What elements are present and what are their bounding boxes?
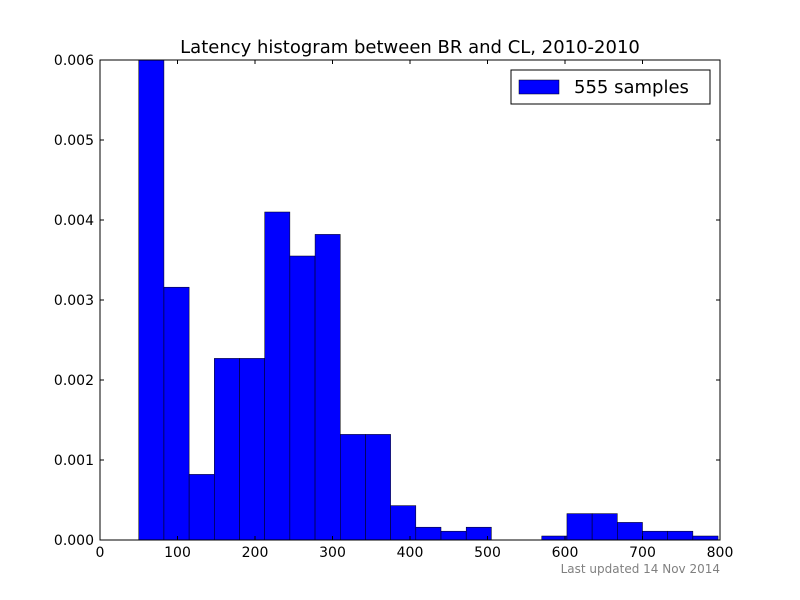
- histogram-bar: [591, 513, 618, 541]
- histogram-bar: [365, 434, 391, 541]
- y-tick-label: 0.006: [54, 53, 94, 69]
- histogram-bar: [314, 234, 341, 541]
- histogram-bar: [541, 535, 568, 541]
- x-tick-label: 800: [707, 545, 734, 561]
- histogram-bar: [264, 211, 291, 541]
- legend: 555 samples: [510, 69, 711, 105]
- y-tick-label: 0.003: [54, 293, 94, 309]
- x-tick-label: 300: [319, 545, 346, 561]
- x-tick-label: 700: [629, 545, 656, 561]
- x-tick-label: 0: [96, 545, 105, 561]
- x-tick-label: 400: [397, 545, 424, 561]
- y-tick-label: 0.002: [54, 373, 94, 389]
- histogram-bar: [642, 530, 668, 541]
- chart-title: Latency histogram between BR and CL, 201…: [180, 37, 640, 58]
- legend-swatch: [518, 79, 560, 95]
- histogram-bar: [163, 286, 190, 541]
- y-tick-label: 0.004: [54, 213, 94, 229]
- histogram-bar: [415, 526, 442, 541]
- y-tick-label: 0.001: [54, 453, 94, 469]
- histogram-bar: [239, 358, 265, 541]
- histogram-bar: [138, 59, 165, 541]
- legend-label: 555 samples: [574, 77, 689, 98]
- x-tick-label: 200: [242, 545, 269, 561]
- x-tick-label: 600: [552, 545, 579, 561]
- histogram-bar: [667, 530, 694, 541]
- histogram-bar: [289, 255, 316, 541]
- x-tick-label: 500: [474, 545, 501, 561]
- histogram-bar: [340, 434, 366, 541]
- y-tick-label: 0.005: [54, 133, 94, 149]
- histogram-bar: [188, 474, 215, 541]
- histogram-bar: [214, 358, 240, 541]
- plot-frame: [99, 59, 721, 541]
- histogram-bar: [440, 530, 467, 541]
- y-tick-label: 0.000: [54, 533, 94, 549]
- last-updated-note: Last updated 14 Nov 2014: [560, 562, 720, 576]
- histogram-bar: [617, 522, 643, 541]
- x-tick-label: 100: [164, 545, 191, 561]
- histogram-bar: [566, 513, 593, 541]
- histogram-bar: [390, 505, 417, 541]
- histogram-bar: [692, 535, 719, 541]
